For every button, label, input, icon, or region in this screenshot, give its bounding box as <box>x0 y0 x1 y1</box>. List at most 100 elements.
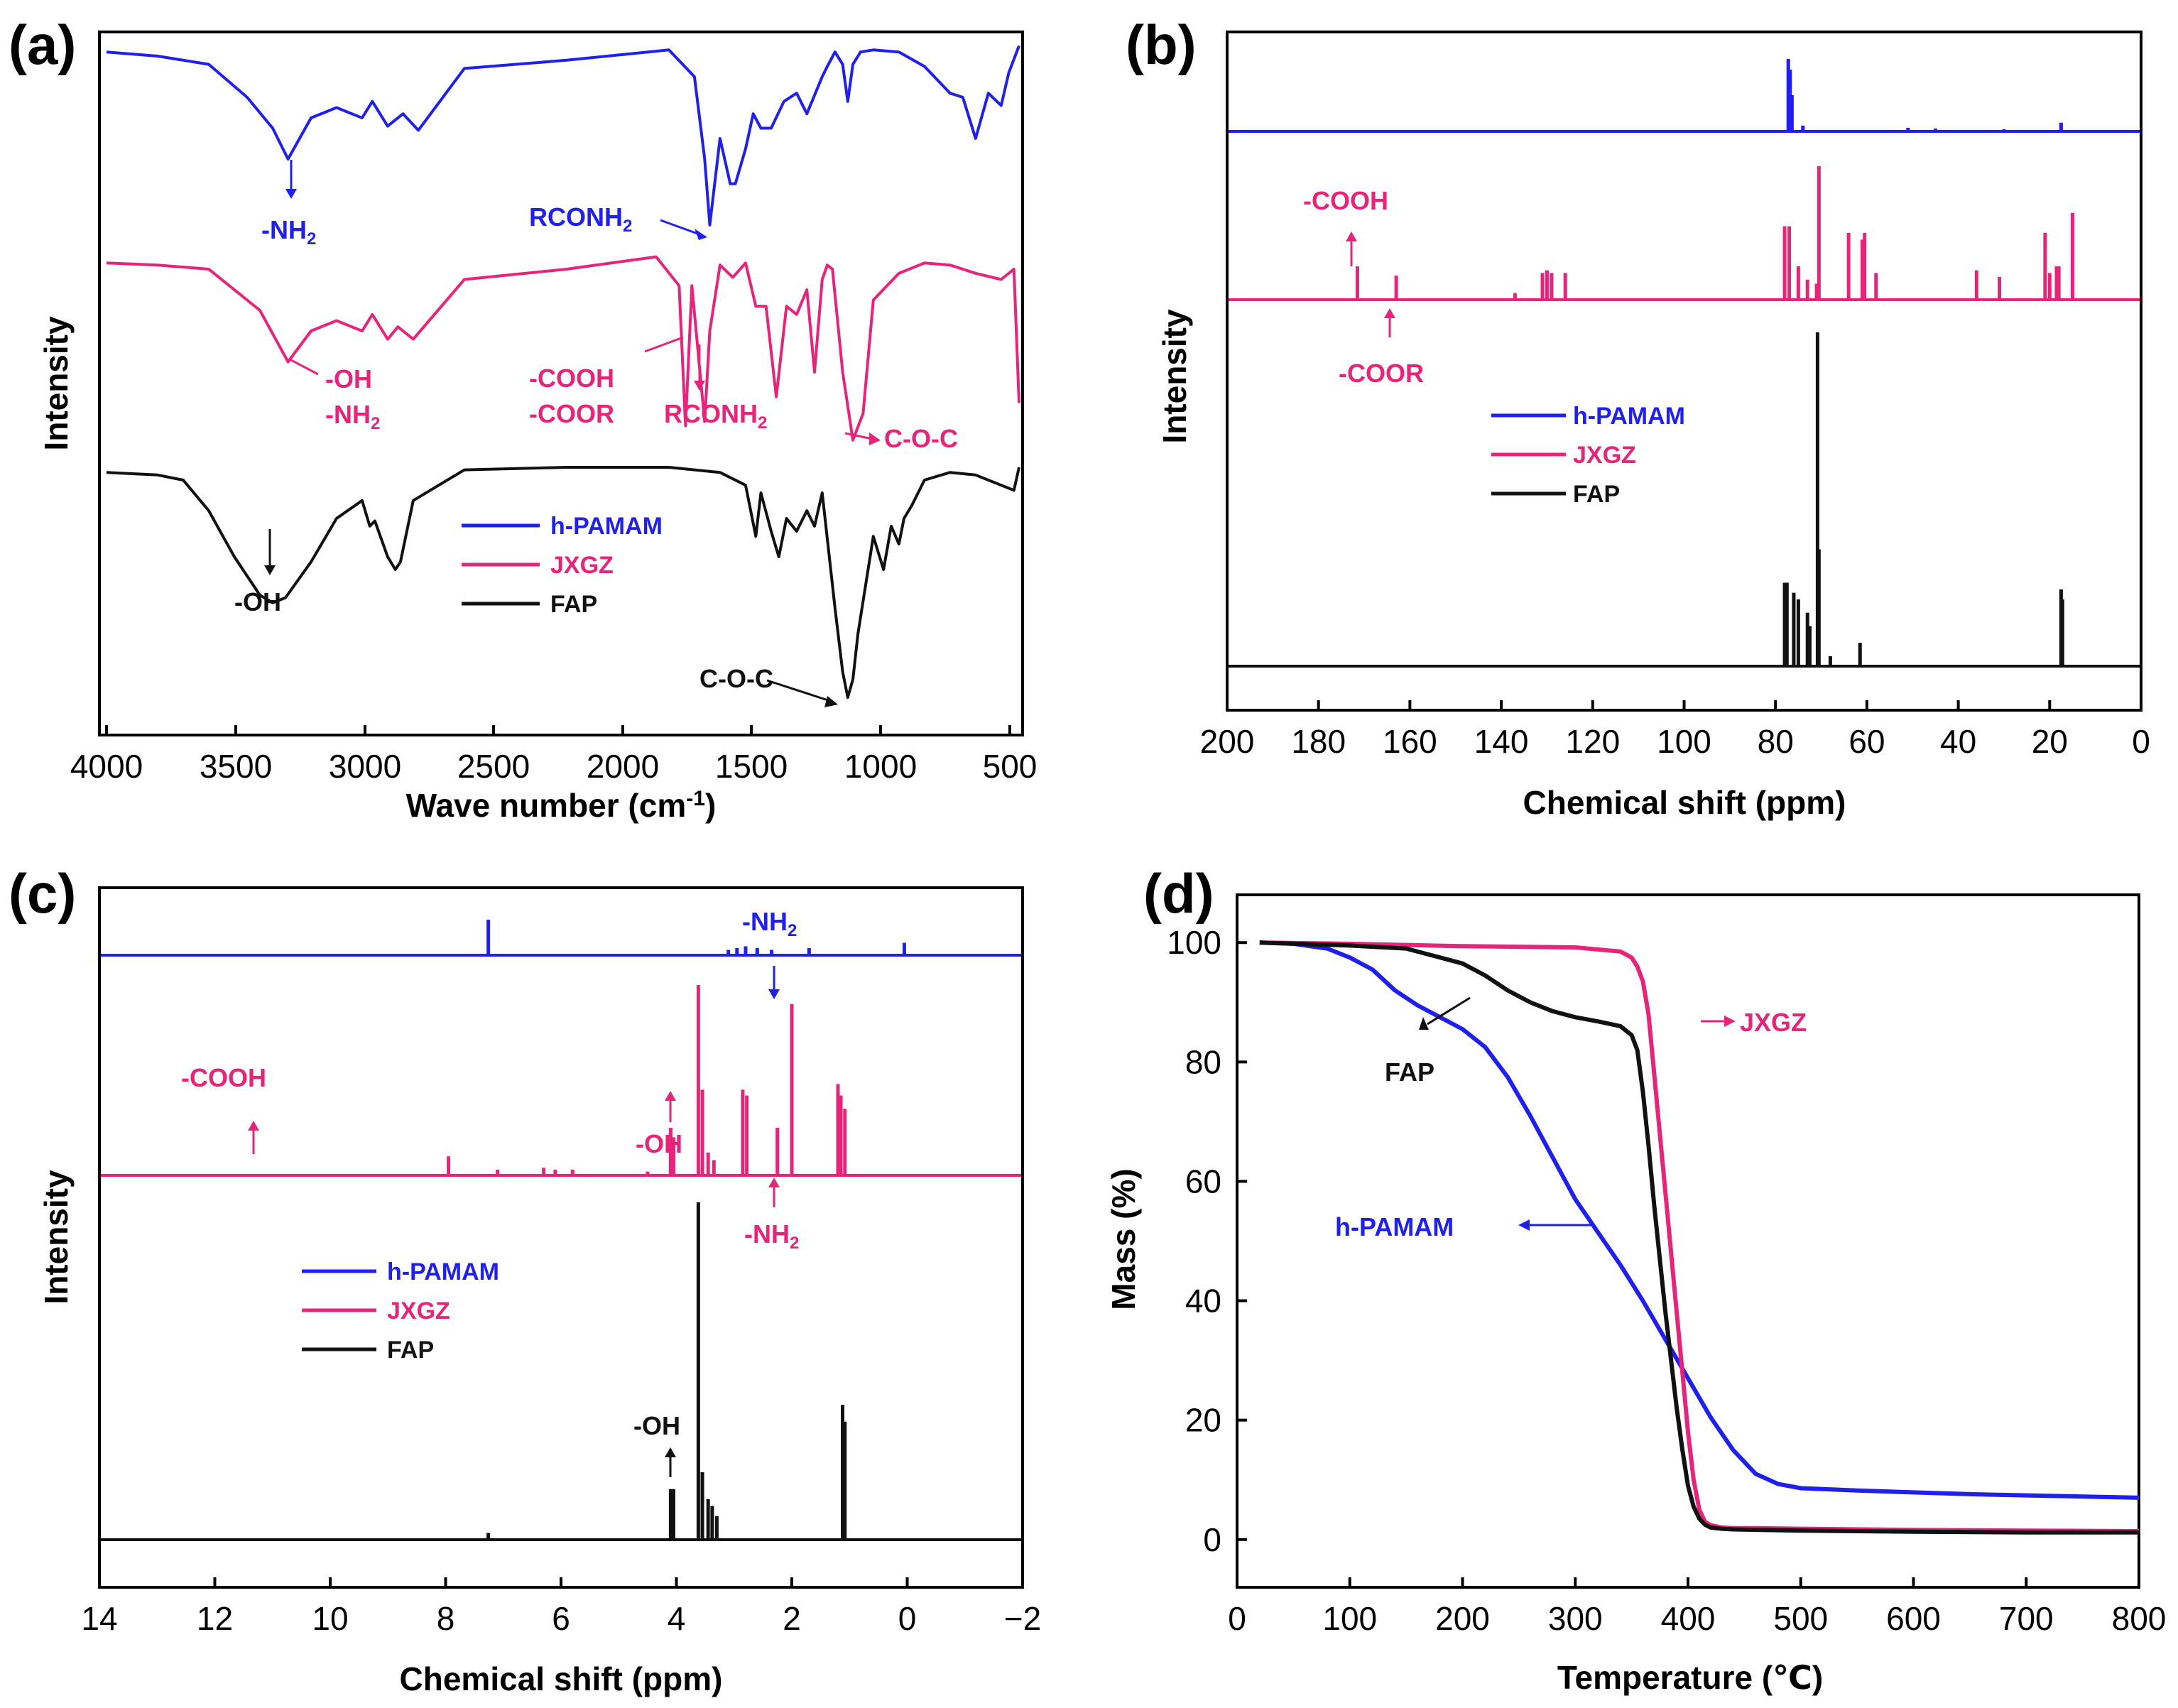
legend-label-h-pamam: h-PAMAM <box>550 513 663 540</box>
panel-c-annotations: -NH2 -COOH -OH -NH2 -OH <box>181 907 799 1477</box>
panel-b-xtick-label: 60 <box>1848 723 1885 760</box>
arrowhead-a-coc-jxgz <box>869 433 881 445</box>
panel-d-ytick-label: 20 <box>1185 1402 1221 1439</box>
panel-d-tga: (d) Mass (%) Temperature (℃) 0 100 200 300 4… <box>1105 862 2166 1696</box>
panel-d-series-h-pamam <box>1259 940 2140 1500</box>
annot-a-coc-jxgz: C-O-C <box>884 424 958 453</box>
panel-b-legend: h-PAMAM JXGZ FAP <box>1491 403 1685 508</box>
panel-c-xtick-label: 14 <box>81 1600 117 1637</box>
panel-a-xtick-label: 1000 <box>844 748 917 785</box>
panel-c-xtick-label: −2 <box>1004 1600 1041 1637</box>
panel-a-series-fap <box>106 466 1020 699</box>
panel-d-ytick-label: 40 <box>1185 1283 1221 1320</box>
panel-c-xtick-label: 2 <box>783 1600 801 1637</box>
arrowhead-c-oh-fap <box>665 1447 676 1457</box>
legend-label-h-pamam: h-PAMAM <box>1573 403 1685 430</box>
panel-d-xtick-label: 600 <box>1886 1600 1941 1637</box>
panel-a-legend: h-PAMAM JXGZ FAP <box>462 513 663 618</box>
panel-b-letter: (b) <box>1126 13 1197 76</box>
panel-a-frame <box>98 31 1024 736</box>
panel-b-xlabel: Chemical shift (ppm) <box>1523 784 1846 821</box>
annot-d-hpamam: h-PAMAM <box>1335 1212 1454 1241</box>
panel-b-xtick-label: 160 <box>1383 723 1437 760</box>
annot-c-oh-fap: -OH <box>633 1411 680 1440</box>
panel-d-xtick-label: 100 <box>1322 1600 1377 1637</box>
panel-d-xtick-label: 0 <box>1228 1600 1246 1637</box>
panel-a-letter: (a) <box>9 13 76 76</box>
panel-a-plot: 4000 3500 3000 2500 2000 1500 1000 500 <box>70 45 1038 785</box>
panel-d-xtick-label: 300 <box>1548 1600 1603 1637</box>
panel-c-xtick-label: 0 <box>898 1600 917 1637</box>
arrowhead-d-fap <box>1419 1017 1429 1030</box>
panel-d-ytick-label: 0 <box>1203 1521 1221 1558</box>
legend-label-h-pamam: h-PAMAM <box>387 1258 499 1285</box>
panel-b-xtick-label: 180 <box>1291 723 1346 760</box>
panel-c-xtick-label: 10 <box>312 1600 348 1637</box>
arrow-a-coc-jxgz <box>844 432 873 440</box>
annot-a-oh-jxgz: -OH <box>325 364 372 393</box>
panel-d-xtick-label: 800 <box>2112 1600 2167 1637</box>
panel-a-xtick-label: 1500 <box>715 748 788 785</box>
panel-b-xtick-label: 140 <box>1474 723 1529 760</box>
panel-b-xtick-label: 20 <box>2032 723 2068 760</box>
annot-a-cooh: -COOH <box>529 364 614 393</box>
annot-c-oh-jxgz: -OH <box>636 1129 682 1158</box>
panel-b-annotations: -COOH -COOR <box>1303 186 1424 388</box>
annot-a-rconh2-jxgz: RCONH2 <box>664 399 767 433</box>
panel-d-xtick-label: 400 <box>1661 1600 1716 1637</box>
panel-c-xtick-label: 4 <box>668 1600 686 1637</box>
panel-a-xtick-label: 2000 <box>587 748 659 785</box>
annot-d-jxgz: JXGZ <box>1740 1008 1807 1037</box>
annot-a-nh2: -NH2 <box>261 215 316 249</box>
panel-b-xtick-label: 80 <box>1758 723 1794 760</box>
arrowhead-c-oh-jxgz <box>665 1091 676 1101</box>
panel-d-xlabel: Temperature (℃) <box>1557 1659 1823 1696</box>
annot-a-coc-fap: C-O-C <box>699 664 773 693</box>
panel-d-ytick-label: 100 <box>1167 924 1221 961</box>
annot-a-oh-fap: -OH <box>234 587 281 616</box>
panel-d-ylabel: Mass (%) <box>1105 1168 1142 1310</box>
arrowhead-c-cooh <box>248 1121 259 1131</box>
annot-a-coor: -COOR <box>529 399 614 428</box>
panel-b-xtick-label: 120 <box>1565 723 1620 760</box>
annot-c-cooh: -COOH <box>181 1063 266 1092</box>
panel-d-ytick-label: 80 <box>1185 1043 1221 1080</box>
panel-b-ylabel: Intensity <box>1156 309 1193 444</box>
annot-c-nh2-hpamam: -NH2 <box>742 907 797 940</box>
annot-a-nh2-jxgz: -NH2 <box>325 400 380 433</box>
panel-c-xtick-label: 6 <box>552 1600 570 1637</box>
panel-a-series-jxgz <box>106 255 1020 442</box>
panel-d-annotations: JXGZ FAP h-PAMAM <box>1335 996 1807 1241</box>
arrowhead-a-rconh2-jxgz <box>694 381 705 391</box>
arrowhead-a-nh2 <box>285 189 297 199</box>
panel-a-xtick-label: 500 <box>983 748 1038 785</box>
annot-b-cooh: -COOH <box>1303 186 1388 215</box>
legend-label-jxgz: JXGZ <box>550 552 614 579</box>
arrowhead-b-coor <box>1384 308 1395 318</box>
arrowhead-c-nh2-hpamam <box>768 989 780 999</box>
arrowhead-b-cooh <box>1346 232 1357 241</box>
panel-a-xlabel: Wave number (cm-1) <box>406 787 717 824</box>
panel-b-xtick-label: 40 <box>1940 723 1976 760</box>
arrowhead-c-nh2-jxgz <box>768 1177 780 1187</box>
panel-d-ytick-label: 60 <box>1185 1163 1221 1200</box>
arrowhead-d-hpamam <box>1518 1219 1530 1231</box>
arrowhead-a-rconh2 <box>695 229 707 240</box>
panel-a-series-h-pamam <box>106 45 1020 227</box>
arrow-a-coc-fap <box>766 679 833 703</box>
panel-c-xtick-label: 8 <box>437 1600 455 1637</box>
panel-a-annotations: -NH2 RCONH2 -OH -NH2 -COOH -COOR RCONH2 … <box>234 160 958 707</box>
arrow-d-fap <box>1427 996 1471 1026</box>
panel-a-ylabel: Intensity <box>38 316 75 451</box>
legend-label-fap: FAP <box>1573 481 1620 508</box>
panel-d-series-fap <box>1259 940 2139 1535</box>
panel-d-xtick-label: 200 <box>1435 1600 1490 1637</box>
panel-c-xlabel: Chemical shift (ppm) <box>400 1660 723 1697</box>
panel-c-letter: (c) <box>9 862 76 925</box>
panel-a-xtick-label: 3500 <box>200 748 272 785</box>
arrow-a-cooh <box>644 336 684 353</box>
panel-a-xtick-label: 4000 <box>70 748 143 785</box>
legend-label-fap: FAP <box>550 591 597 618</box>
arrow-a-rconh2 <box>660 219 700 236</box>
